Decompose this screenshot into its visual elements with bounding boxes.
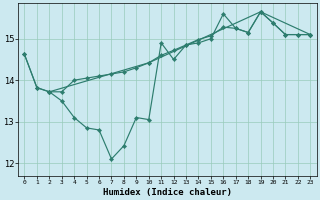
X-axis label: Humidex (Indice chaleur): Humidex (Indice chaleur) bbox=[103, 188, 232, 197]
